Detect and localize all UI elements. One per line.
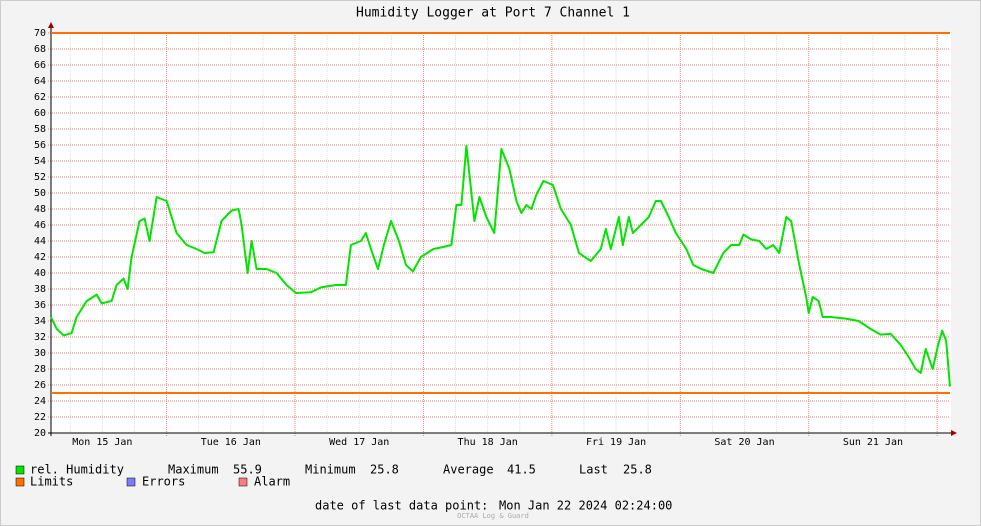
y-tick-label: 38 xyxy=(34,284,46,295)
x-tick-label: Sun 21 Jan xyxy=(843,437,903,448)
y-tick-label: 50 xyxy=(34,188,46,199)
stat-label: Last xyxy=(579,463,608,477)
marks xyxy=(50,32,951,394)
legend-swatch xyxy=(15,477,25,487)
watermark: OCTAA Log & Guard xyxy=(457,512,529,520)
x-tick-label: Wed 17 Jan xyxy=(329,437,389,448)
footer-date: Mon Jan 22 2024 02:24:00 xyxy=(499,499,672,513)
stat-label: Maximum xyxy=(168,463,219,477)
stat-value: 25.8 xyxy=(623,463,652,477)
legend-label: rel. Humidity xyxy=(30,463,124,477)
stat-value: 41.5 xyxy=(507,463,536,477)
y-tick-label: 48 xyxy=(34,204,46,215)
y-tick-label: 40 xyxy=(34,268,46,279)
x-axis-arrow xyxy=(951,430,957,436)
legend-swatch xyxy=(126,477,136,487)
y-tick-label: 54 xyxy=(34,156,46,167)
y-tick-label: 58 xyxy=(34,124,46,135)
y-tick-label: 24 xyxy=(34,396,46,407)
x-tick-label: Mon 15 Jan xyxy=(72,437,132,448)
chart-title: Humidity Logger at Port 7 Channel 1 xyxy=(356,6,630,21)
y-tick-label: 20 xyxy=(34,428,46,439)
y-axis-arrow xyxy=(48,22,54,28)
y-tick-label: 22 xyxy=(34,412,46,423)
y-tick-label: 64 xyxy=(34,76,46,87)
y-tick-label: 56 xyxy=(34,140,46,151)
legend-swatch xyxy=(15,465,25,475)
data-line xyxy=(50,144,951,387)
x-tick-label: Sat 20 Jan xyxy=(714,437,774,448)
stat-value: 25.8 xyxy=(370,463,399,477)
x-tick-label: Thu 18 Jan xyxy=(458,437,518,448)
y-tick-label: 62 xyxy=(34,92,46,103)
legend-label: Errors xyxy=(142,475,185,489)
stat-label: Average xyxy=(443,463,494,477)
plot-area xyxy=(51,33,951,433)
y-tick-label: 34 xyxy=(34,316,46,327)
y-tick-label: 30 xyxy=(34,348,46,359)
y-tick-label: 32 xyxy=(34,332,46,343)
stat-value: 55.9 xyxy=(233,463,262,477)
x-tick-label: Tue 16 Jan xyxy=(201,437,261,448)
y-tick-label: 42 xyxy=(34,252,46,263)
footer-label: date of last data point: xyxy=(315,499,488,513)
y-tick-label: 28 xyxy=(34,364,46,375)
y-tick-label: 44 xyxy=(34,236,46,247)
legend-label: Alarm xyxy=(254,475,290,489)
legend-label: Limits xyxy=(30,475,73,489)
y-tick-label: 70 xyxy=(34,28,46,39)
y-tick-label: 46 xyxy=(34,220,46,231)
y-tick-label: 52 xyxy=(34,172,46,183)
stat-label: Minimum xyxy=(305,463,356,477)
grid xyxy=(48,22,957,436)
y-tick-label: 66 xyxy=(34,60,46,71)
y-tick-label: 36 xyxy=(34,300,46,311)
y-tick-label: 68 xyxy=(34,44,46,55)
y-tick-label: 60 xyxy=(34,108,46,119)
x-tick-label: Fri 19 Jan xyxy=(586,437,646,448)
legend-swatch xyxy=(238,477,248,487)
y-tick-label: 26 xyxy=(34,380,46,391)
